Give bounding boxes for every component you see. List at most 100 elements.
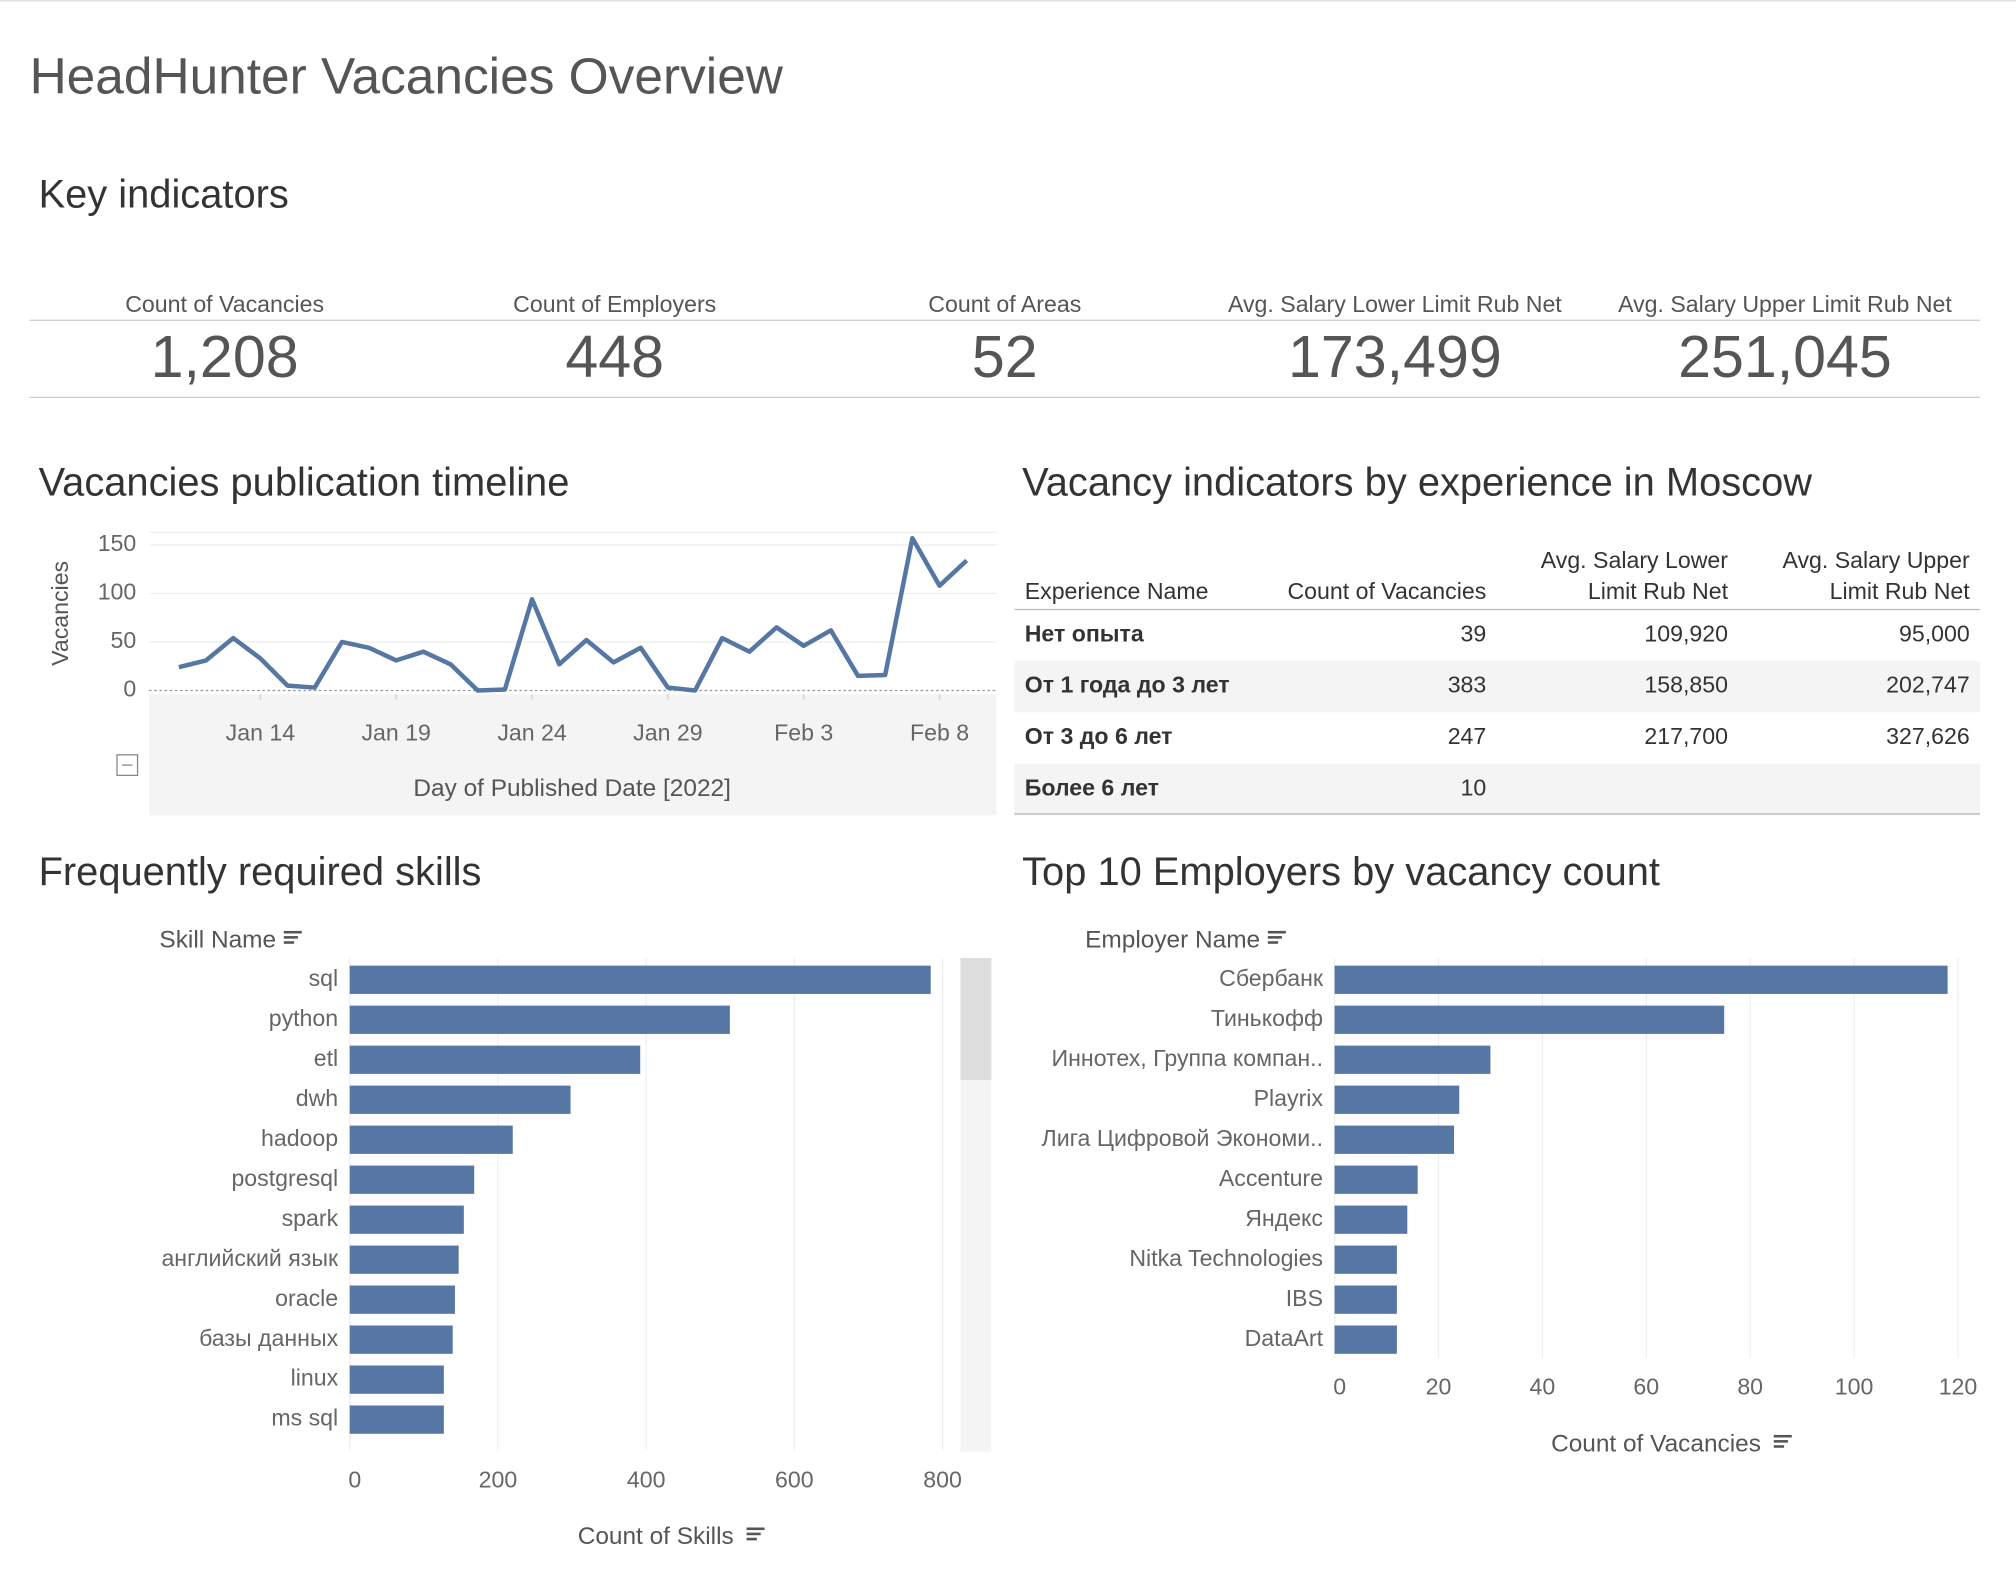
sort-icon[interactable] [746,1532,761,1536]
chart-title: Top 10 Employers by vacancy count [1022,850,1660,894]
dashboard-title: HeadHunter Vacancies Overview [30,46,784,104]
bar [349,1165,475,1194]
x-tick-label: 400 [627,1466,666,1492]
table-cell: 383 [1448,672,1487,698]
sort-icon[interactable] [283,941,295,944]
axis-band [149,694,997,816]
y-tick-label: IBS [1286,1285,1323,1311]
y-tick-label: Яндекс [1245,1205,1323,1231]
table-cell: 10 [1461,775,1487,801]
y-tick-label: Accenture [1219,1165,1323,1191]
bar [1334,1245,1397,1274]
table-header: Limit Rub Net [1588,578,1729,604]
y-tick-label: DataArt [1245,1325,1324,1351]
sort-icon[interactable] [746,1527,765,1531]
table-header: Limit Rub Net [1830,578,1971,604]
x-tick-label: 600 [775,1466,814,1492]
y-tick-label: ms sql [271,1405,338,1431]
x-tick-label: Feb 3 [774,719,833,745]
y-tick-label: английский язык [161,1245,339,1271]
table-cell: Более 6 лет [1025,775,1159,801]
sort-icon[interactable] [1267,930,1286,934]
bar [349,1085,571,1114]
y-tick-label: spark [282,1205,339,1231]
bar [1334,965,1948,994]
table-header: Avg. Salary Upper [1782,547,1970,573]
y-tick-label: dwh [296,1085,338,1111]
y-tick-label: Playrix [1254,1085,1324,1111]
bar [1334,1045,1491,1074]
x-tick-label: 60 [1633,1374,1659,1400]
kpi-value: 251,045 [1678,323,1892,390]
kpi-value: 448 [565,323,664,390]
bar [1334,1125,1455,1154]
y-tick-label: Nitka Technologies [1129,1245,1323,1271]
sort-icon[interactable] [1773,1440,1788,1443]
x-tick-label: Feb 8 [910,719,969,745]
kpi-label: Count of Areas [928,291,1081,317]
kpi-value: 52 [972,323,1038,390]
y-tick-label: python [269,1005,338,1031]
sort-icon[interactable] [283,930,302,934]
table-header: Count of Vacancies [1287,578,1486,604]
table-cell: От 3 до 6 лет [1025,723,1173,749]
y-tick-label: базы данных [199,1325,338,1351]
y-tick-label: sql [309,965,339,991]
bar [349,1325,453,1354]
sort-icon[interactable] [1773,1445,1785,1448]
row-band [1014,660,1980,713]
sort-icon[interactable] [283,936,298,939]
x-tick-label: 80 [1737,1374,1763,1400]
y-axis-title: Employer Name [1085,927,1260,954]
table-cell: 95,000 [1899,620,1970,646]
row-band [1014,763,1980,816]
kpi-label: Avg. Salary Lower Limit Rub Net [1228,291,1562,317]
sort-icon[interactable] [1773,1434,1792,1438]
sort-icon[interactable] [746,1537,757,1541]
bar [349,1365,444,1394]
sort-icon[interactable] [1267,941,1279,944]
scrollbar-thumb[interactable] [960,957,992,1081]
bar [349,1405,444,1434]
bar [349,1045,641,1074]
table-cell: Нет опыта [1025,620,1145,646]
x-tick-label: 200 [479,1466,518,1492]
x-tick-label: 20 [1426,1374,1452,1400]
y-tick-label: postgresql [231,1165,338,1191]
table-cell: 327,626 [1886,723,1970,749]
x-tick-label: Jan 19 [361,719,430,745]
bar [1334,1165,1418,1194]
table-cell: От 1 года до 3 лет [1025,672,1230,698]
y-tick-label: 50 [111,627,137,653]
collapse-icon[interactable] [116,754,139,776]
bar [349,1125,513,1154]
table-cell: 109,920 [1644,620,1728,646]
y-tick-label: Лига Цифровой Экономи.. [1042,1125,1323,1151]
x-tick-label: 100 [1835,1374,1874,1400]
x-tick-label: 0 [1333,1374,1346,1400]
bar [349,1205,464,1234]
x-tick-label: Jan 29 [633,719,702,745]
bar [1334,1205,1408,1234]
section-title: Key indicators [39,172,289,216]
table-cell: 247 [1448,723,1487,749]
kpi-label: Count of Employers [513,291,716,317]
x-tick-label: 800 [923,1466,962,1492]
x-tick-label: 0 [348,1466,361,1492]
table-cell: 39 [1461,620,1487,646]
kpi-label: Avg. Salary Upper Limit Rub Net [1618,291,1952,317]
y-tick-label: 0 [123,676,136,702]
chart-title: Frequently required skills [39,850,482,894]
table-cell: 217,700 [1644,723,1728,749]
bar [349,1285,455,1314]
x-axis-title: Day of Published Date [2022] [413,775,730,802]
table-title: Vacancy indicators by experience in Mosc… [1022,460,1812,504]
table-header: Experience Name [1025,578,1209,604]
chart-title: Vacancies publication timeline [39,460,570,504]
bar [349,1245,459,1274]
bar [349,965,931,994]
sort-icon[interactable] [1267,936,1282,939]
x-axis-title: Count of Vacancies [1551,1431,1761,1458]
bar [1334,1085,1460,1114]
bar [1334,1285,1397,1314]
